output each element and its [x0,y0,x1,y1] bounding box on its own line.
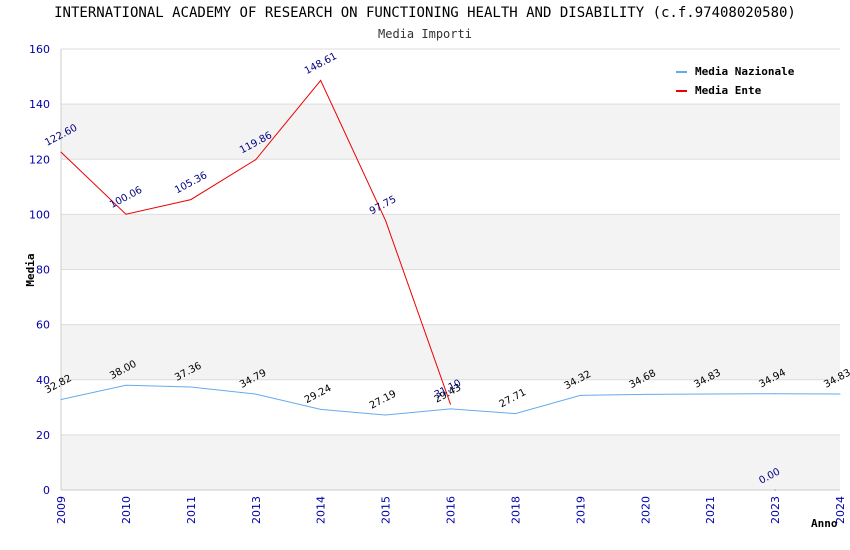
data-point-media-nazionale [644,393,646,395]
x-tick-label: 2014 [315,496,328,524]
grid-band [61,434,840,490]
data-point-media-ente [385,220,387,222]
data-point-media-ente [320,79,322,81]
x-tick-label: 2020 [639,496,652,524]
x-tick-label: 2019 [574,496,587,524]
grid-band [61,379,840,435]
data-point-media-ente [125,213,127,215]
data-point-media-nazionale [774,393,776,395]
grid-lines [61,48,840,491]
data-point-media-nazionale [579,394,581,396]
y-tick-label: 140 [29,98,50,111]
data-point-media-nazionale [385,414,387,416]
x-tick-label: 2009 [55,496,68,524]
legend-box [669,60,809,101]
data-point-media-ente [190,199,192,201]
y-tick-label: 40 [36,374,50,387]
y-axis-ticks: 0 20 40 60 80 100 120 140 160 [29,43,50,497]
data-point-media-nazionale [60,399,62,401]
series-lines [60,79,841,491]
legend-label-media-nazionale: Media Nazionale [695,65,795,78]
grid-band [61,324,840,380]
x-tick-label: 2011 [185,496,198,524]
grid-band [61,104,840,160]
legend: Media Nazionale Media Ente [669,60,809,101]
y-axis-title: Media [24,253,37,286]
x-tick-label: 2023 [769,496,782,524]
x-tick-label: 2015 [380,496,393,524]
x-tick-label: 2013 [250,496,263,524]
x-tick-label: 2010 [120,496,133,524]
y-tick-label: 120 [29,153,50,166]
grid-band [61,214,840,270]
chart-subtitle: Media Importi [378,27,472,41]
data-point-media-nazionale [190,386,192,388]
chart-title: INTERNATIONAL ACADEMY OF RESEARCH ON FUN… [54,5,796,21]
x-tick-label: 2021 [704,496,717,524]
x-axis-ticks: 2009 2010 2011 2013 2014 2015 2016 2018 2019 2020… [55,496,847,524]
x-axis-title: Anno [811,517,838,530]
grid-band [61,269,840,325]
grid-band [61,159,840,215]
data-point-media-nazionale [255,393,257,395]
data-point-media-nazionale [839,393,841,395]
data-point-media-nazionale [514,413,516,415]
data-point-media-nazionale [450,408,451,410]
data-point-media-ente [60,151,62,153]
data-point-media-nazionale [125,384,127,386]
x-tick-label: 2024 [834,496,847,524]
data-point-media-ente [255,159,257,161]
y-tick-label: 0 [43,484,50,497]
axes [60,49,840,491]
data-point-media-nazionale [709,393,711,395]
y-tick-label: 160 [29,43,50,56]
x-tick-label: 2018 [509,496,522,524]
data-point-media-nazionale [320,408,322,410]
data-point-media-ente [774,489,776,491]
y-tick-label: 100 [29,208,50,221]
grid-bands [61,49,840,490]
data-point-media-ente [450,403,451,405]
legend-label-media-ente: Media Ente [695,84,762,97]
x-tick-label: 2016 [445,496,458,524]
y-tick-label: 80 [36,264,50,277]
y-tick-label: 20 [36,429,50,442]
y-tick-label: 60 [36,319,50,332]
